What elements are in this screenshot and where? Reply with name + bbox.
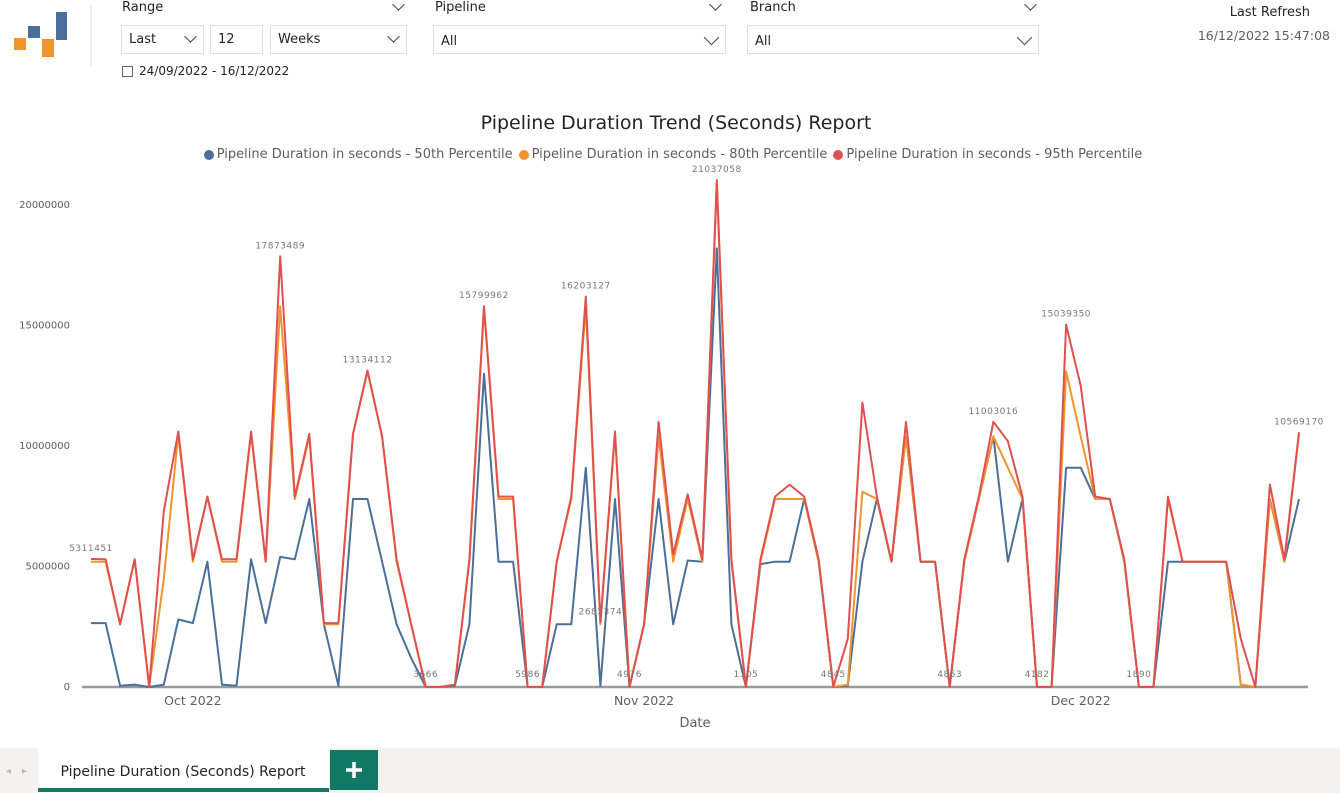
data-label: 4182 bbox=[1025, 670, 1050, 680]
legend-label: Pipeline Duration in seconds - 50th Perc… bbox=[216, 147, 513, 162]
data-label: 10569170 bbox=[1274, 417, 1324, 427]
legend-marker bbox=[833, 149, 844, 160]
x-tick-label: Nov 2022 bbox=[614, 693, 674, 708]
logo bbox=[14, 12, 67, 57]
date-range: 24/09/2022 - 16/12/2022 bbox=[122, 64, 289, 78]
range-unit-dropdown[interactable]: Weeks bbox=[270, 25, 407, 54]
chevron bbox=[184, 30, 197, 43]
chevron bbox=[703, 29, 720, 46]
scroll-right[interactable]: ▸ bbox=[22, 766, 27, 777]
dropdown-value: Last bbox=[129, 32, 157, 47]
data-label: 15039350 bbox=[1041, 310, 1091, 320]
range-count-input[interactable]: 12 bbox=[210, 25, 263, 54]
chevron bbox=[387, 30, 400, 43]
y-tick-label: 10000000 bbox=[19, 441, 70, 452]
dropdown-value: Weeks bbox=[278, 32, 321, 47]
tab-underline bbox=[38, 788, 329, 792]
legend-item: Pipeline Duration in seconds - 50th Perc… bbox=[203, 147, 513, 162]
legend-label: Pipeline Duration in seconds - 95th Perc… bbox=[846, 147, 1143, 162]
data-label: 17873489 bbox=[255, 241, 305, 251]
series-line bbox=[90, 179, 1300, 688]
data-label: 4845 bbox=[821, 670, 846, 680]
tab-label[interactable]: Pipeline Duration (Seconds) Report bbox=[60, 764, 306, 780]
calendar-icon bbox=[122, 65, 133, 77]
y-tick-label: 5000000 bbox=[25, 562, 70, 573]
legend-marker bbox=[518, 149, 529, 160]
dropdown-value: All bbox=[755, 34, 772, 49]
data-label: 3666 bbox=[413, 670, 438, 680]
plus-icon bbox=[346, 762, 362, 778]
y-tick-label: 20000000 bbox=[19, 200, 70, 211]
data-label: 16203127 bbox=[561, 282, 611, 292]
chevron bbox=[1016, 29, 1033, 46]
data-label: 2683374 bbox=[579, 607, 623, 617]
data-label: 1890 bbox=[1126, 670, 1151, 680]
legend-label: Pipeline Duration in seconds - 80th Perc… bbox=[531, 147, 828, 162]
x-tick-label: Dec 2022 bbox=[1051, 693, 1111, 708]
pipeline-label: Pipeline bbox=[435, 0, 486, 15]
data-label: 21037058 bbox=[692, 165, 742, 175]
data-label: 4863 bbox=[937, 670, 962, 680]
date-range-text: 24/09/2022 - 16/12/2022 bbox=[139, 64, 290, 78]
data-label: 5311451 bbox=[69, 544, 113, 554]
pipeline-dropdown[interactable]: All bbox=[433, 25, 726, 54]
tab[interactable] bbox=[38, 748, 329, 793]
branch-dropdown[interactable]: All bbox=[747, 25, 1039, 54]
range-mode-dropdown[interactable]: Last bbox=[121, 25, 204, 54]
y-tick-label: 15000000 bbox=[19, 321, 70, 332]
y-tick-label: 0 bbox=[64, 682, 70, 693]
x-axis-title: Date bbox=[679, 716, 710, 731]
legend-item: Pipeline Duration in seconds - 80th Perc… bbox=[518, 147, 828, 162]
input-value: 12 bbox=[218, 32, 235, 47]
last-refresh-value: 16/12/2022 15:47:08 bbox=[1197, 28, 1330, 43]
data-label: 5986 bbox=[515, 670, 540, 680]
data-label: 4976 bbox=[617, 670, 642, 680]
dropdown-value: All bbox=[441, 34, 458, 49]
data-label: 11003016 bbox=[968, 407, 1018, 417]
series-line bbox=[91, 247, 1300, 688]
legend-item: Pipeline Duration in seconds - 95th Perc… bbox=[833, 147, 1142, 162]
legend-marker bbox=[203, 149, 214, 160]
data-label: 13134112 bbox=[343, 355, 393, 365]
data-label: 1105 bbox=[733, 670, 758, 680]
range-label: Range bbox=[122, 0, 164, 15]
scroll-left[interactable]: ◂ bbox=[6, 766, 11, 777]
x-tick-label: Oct 2022 bbox=[164, 693, 221, 708]
chart-title: Pipeline Duration Trend (Seconds) Report bbox=[481, 112, 872, 134]
legend: Pipeline Duration in seconds - 50th Perc… bbox=[0, 147, 1340, 162]
data-label: 15799962 bbox=[459, 291, 509, 301]
last-refresh-label: Last Refresh bbox=[1229, 5, 1310, 20]
branch-label: Branch bbox=[750, 0, 796, 15]
